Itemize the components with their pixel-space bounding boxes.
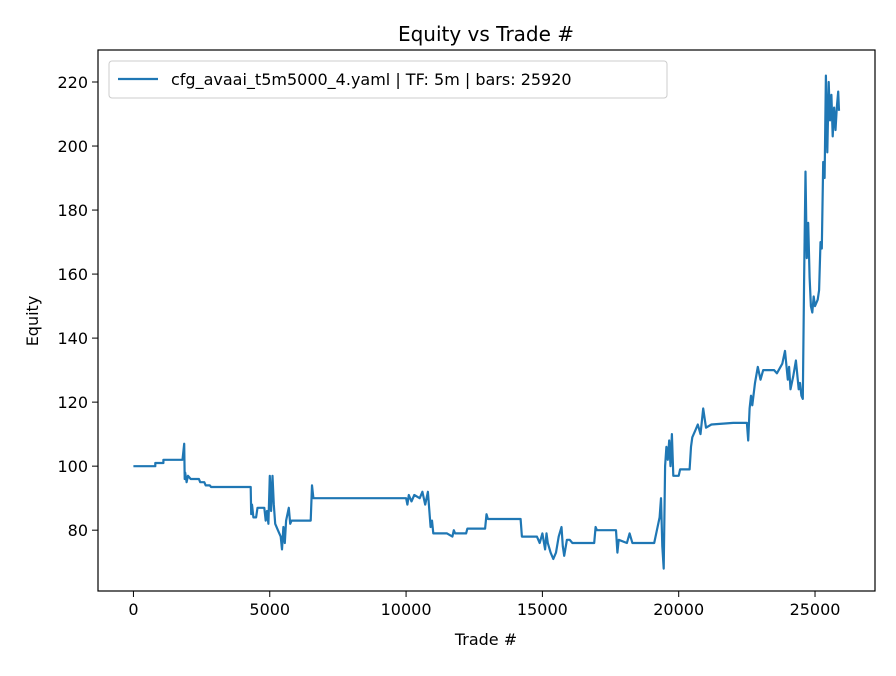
plot-frame	[97, 49, 876, 592]
y-tick-label-3: 140	[57, 329, 88, 348]
series-line-0	[133, 74, 841, 570]
y-tick-label-1: 100	[57, 457, 88, 476]
y-tick-label-5: 180	[57, 201, 88, 220]
y-tick-label-0: 80	[68, 521, 88, 540]
chart-title: Equity vs Trade #	[398, 22, 574, 46]
x-tick-label-3: 15000	[517, 600, 568, 619]
x-tick-label-1: 5000	[249, 600, 290, 619]
y-tick-label-7: 220	[57, 73, 88, 92]
x-tick-label-5: 25000	[790, 600, 841, 619]
axes-layer: 0 5000 10000 15000 20000 25000 80 100 120 140 160 1…	[57, 73, 840, 619]
x-tick-label-4: 20000	[653, 600, 704, 619]
y-axis-label: Equity	[23, 296, 42, 347]
legend: cfg_avaai_t5m5000_4.yaml | TF: 5m | bars…	[108, 60, 668, 99]
legend-box	[108, 60, 668, 99]
y-tick-label-2: 120	[57, 393, 88, 412]
y-tick-label-4: 160	[57, 265, 88, 284]
x-tick-label-2: 10000	[381, 600, 432, 619]
y-tick-label-6: 200	[57, 137, 88, 156]
x-tick-label-0: 0	[128, 600, 138, 619]
series-layer	[133, 74, 841, 570]
x-axis-label: Trade #	[454, 630, 517, 649]
legend-label: cfg_avaai_t5m5000_4.yaml | TF: 5m | bars…	[171, 70, 572, 90]
